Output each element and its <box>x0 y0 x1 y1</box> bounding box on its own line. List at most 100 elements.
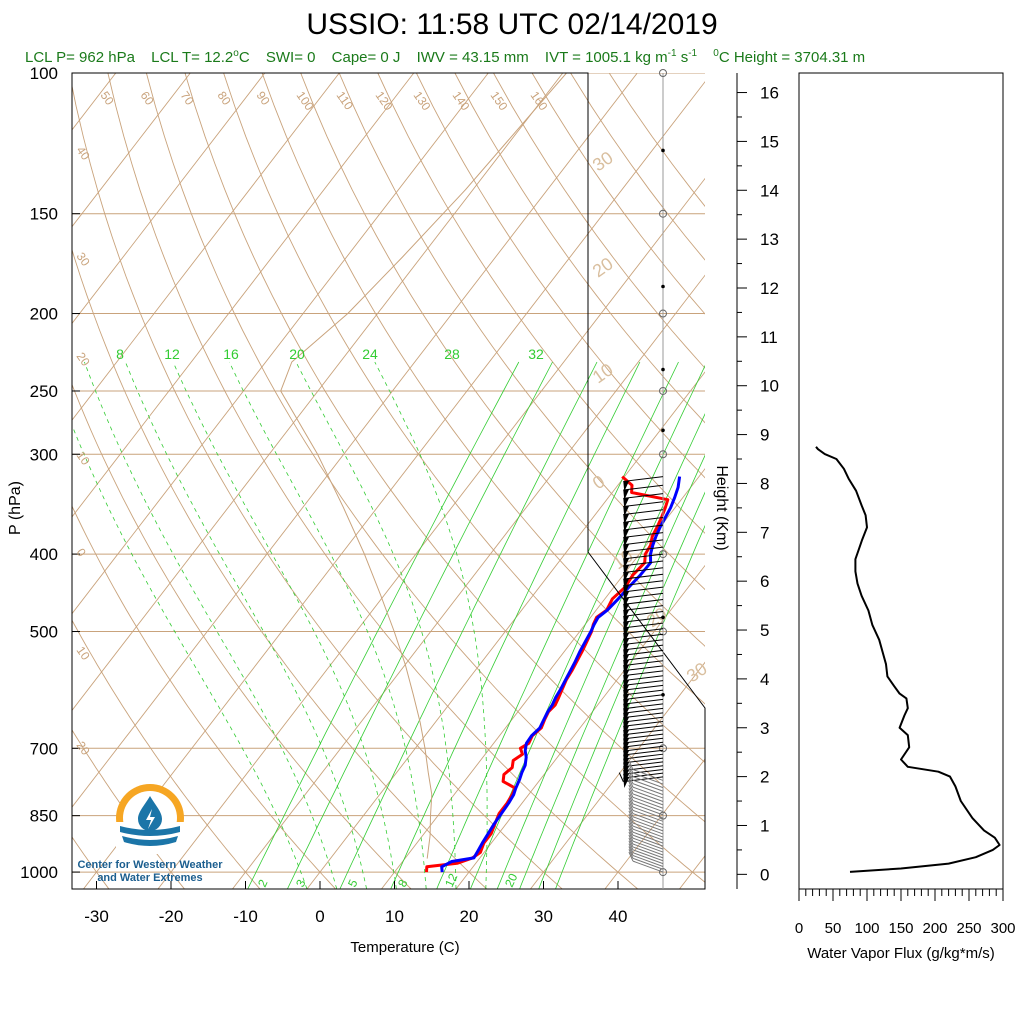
wind-barb-staff <box>632 813 664 826</box>
wind-barb-staff <box>623 586 664 593</box>
height-tick-label: 6 <box>760 572 769 591</box>
mixing-ratio-label-bottom: 20 <box>502 871 520 889</box>
wind-barb-feather <box>628 797 634 808</box>
barb-level-dot <box>661 148 665 153</box>
wind-barb-feather <box>628 834 634 845</box>
height-tick-label: 11 <box>760 328 778 347</box>
flux-tick-label: 150 <box>888 920 913 937</box>
wind-barb-staff <box>623 501 664 508</box>
cape-value: Cape= 0 J <box>331 49 401 66</box>
wind-barb-staff <box>632 852 664 865</box>
mixing-ratio-label-top: 8 <box>116 346 124 362</box>
wind-barb-staff <box>632 806 664 819</box>
flux-tick-label: 300 <box>990 920 1015 937</box>
wind-barb-staff <box>632 803 664 816</box>
wind-barb-feather <box>628 837 634 848</box>
wind-barb-feather <box>628 849 634 859</box>
mixing-ratio-label-top: 20 <box>289 346 305 362</box>
lcl-pressure: LCL P= 962 hPa <box>25 49 135 66</box>
wind-barb-feather <box>628 794 634 805</box>
wind-barb-staff <box>632 849 664 862</box>
skewt-series <box>280 73 682 873</box>
wind-barb-staff <box>623 660 664 667</box>
logo-caption: Center for Western Weather and Water Ext… <box>70 859 230 885</box>
wind-barb-staff <box>623 611 664 617</box>
temperature-tick-label: -30 <box>84 907 109 926</box>
wind-barb-staff <box>632 855 664 867</box>
mixing-ratio-line <box>538 491 705 889</box>
isotherm-line <box>72 73 415 518</box>
freezing-height: 0C Height = 3704.31 m <box>713 48 866 66</box>
wind-barb-feather <box>628 777 634 788</box>
wind-barb-feather <box>628 851 634 862</box>
wind-barb-staff <box>623 644 664 651</box>
wind-barb-staff <box>623 741 664 748</box>
wind-barb-staff <box>632 834 664 847</box>
height-tick-label: 14 <box>760 181 779 200</box>
height-axis-label: Height (Km) <box>713 465 730 550</box>
wind-barb-flag <box>623 497 630 509</box>
wind-barb-staff <box>623 707 664 714</box>
wind-barb-staff <box>623 639 664 646</box>
adiabat-label-top: 50 <box>98 89 117 108</box>
moist-adiabat <box>72 424 308 889</box>
isotherm-line <box>530 661 705 889</box>
sounding-parameters: LCL P= 962 hPa LCL T= 12.2oC SWI= 0 Cape… <box>25 48 877 66</box>
dry-adiabat <box>72 836 110 889</box>
barb-level-dot <box>661 428 665 433</box>
wind-barb-staff <box>623 733 664 740</box>
mixing-ratio-label-bottom: 8 <box>395 877 411 889</box>
barb-level-marker <box>659 309 667 318</box>
adiabat-label-top: 150 <box>488 89 511 114</box>
isotherm-line <box>72 73 266 325</box>
height-tick-label: 1 <box>760 816 769 835</box>
adiabat-label-top: 160 <box>528 89 551 114</box>
series-line-parcel <box>280 73 567 859</box>
wind-barb-staff <box>632 779 664 792</box>
isotherm-label-right: 20 <box>589 253 617 281</box>
pressure-tick-label: 500 <box>30 623 58 642</box>
adiabat-label-top: 70 <box>178 89 197 108</box>
mixing-ratio-label-bottom: 12 <box>442 871 460 889</box>
pressure-tick-label: 150 <box>30 205 58 224</box>
wind-barb-staff <box>623 725 664 732</box>
isotherm-line <box>72 73 489 615</box>
wind-barb-feather <box>628 807 634 817</box>
wind-barb-staff <box>632 769 664 781</box>
height-tick-label: 4 <box>760 670 769 689</box>
wind-barb-feather <box>628 767 634 777</box>
wind-barb-feather <box>628 801 634 811</box>
wind-barb-feather <box>628 831 634 842</box>
isotherm-line <box>604 758 705 889</box>
dry-adiabat <box>338 73 705 591</box>
mixing-ratio-label-top: 28 <box>444 346 460 362</box>
wind-barb-feather <box>628 816 634 827</box>
wind-barb-feather <box>628 791 634 801</box>
flux-tick-label: 50 <box>825 920 842 937</box>
wind-barb-staff <box>623 721 664 727</box>
temperature-tick-label: -10 <box>233 907 258 926</box>
wind-barb-staff <box>632 846 664 859</box>
wind-barb-staff <box>623 622 664 629</box>
logo-line-2: and Water Extremes <box>97 872 203 884</box>
isotherm-label-right: 10 <box>609 545 637 573</box>
isotherm-line <box>455 564 705 889</box>
wind-barb-staff <box>623 539 664 546</box>
height-tick-label: 15 <box>760 132 779 151</box>
height-tick-label: 9 <box>760 426 769 445</box>
wind-barb-staff <box>623 592 664 599</box>
wind-barb-staff <box>632 800 664 813</box>
wind-barb-staff <box>623 580 664 587</box>
wind-barb-staff <box>623 616 664 623</box>
wind-barb-staff <box>632 793 664 806</box>
wind-barb-staff <box>623 484 664 491</box>
wind-barb-staff <box>623 670 664 677</box>
isotherm-label-right: 30 <box>683 658 711 686</box>
wind-barb-flag <box>623 489 630 501</box>
temperature-axis-label: Temperature (C) <box>350 939 459 956</box>
wind-barb-feather <box>628 770 634 781</box>
height-tick-label: 16 <box>760 84 779 103</box>
mixing-ratio-label-top: 32 <box>528 346 544 362</box>
wind-barb-staff <box>623 703 664 710</box>
